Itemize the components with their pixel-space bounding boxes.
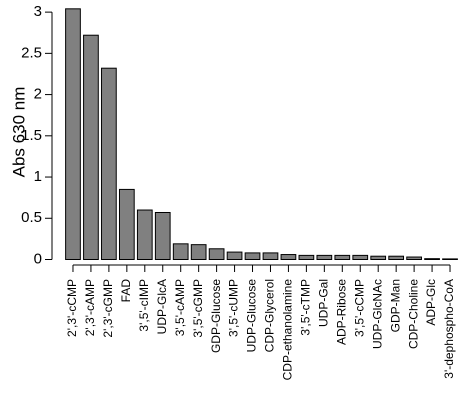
bar (83, 34, 99, 261)
y-tick-label: 0.5 (21, 209, 42, 226)
bar (334, 254, 351, 260)
category-label: 3',5'-cCMP (352, 279, 366, 337)
bar (262, 252, 279, 260)
category-label: 3',5'-cTMP (299, 279, 313, 336)
category-label: FAD (119, 279, 133, 303)
category-label: GDP-Man (388, 279, 402, 332)
bar (208, 248, 225, 261)
category-label: 2',3'-cCMP (65, 279, 79, 337)
bar (316, 254, 333, 260)
category-label: 3',5'-cGMP (191, 279, 205, 338)
category-label: 2',3'-cAMP (83, 279, 97, 336)
category-label: 3'-dephospho-CoA (442, 279, 456, 379)
category-label: CDP-Glycerol (263, 279, 277, 352)
category-label: 2',3'-cGMP (101, 279, 115, 338)
y-tick-label: 2.5 (21, 44, 42, 61)
bars (65, 8, 458, 261)
bar (226, 251, 243, 261)
y-tick-label: 1.5 (21, 127, 42, 144)
bar (388, 255, 405, 260)
category-label: 3',5'-cUMP (227, 279, 241, 337)
category-label: 3',5'-cIMP (137, 279, 151, 332)
bar (101, 67, 117, 260)
bar (118, 188, 135, 260)
category-label: GDP-Glucose (209, 279, 223, 353)
y-axis: 0 0.5 1 1.5 2 2.5 3 (21, 3, 53, 267)
y-tick-label: 3 (34, 3, 42, 20)
bar (280, 254, 297, 261)
y-tick-label: 0 (34, 250, 42, 267)
category-labels: 2',3'-cCMP 2',3'-cAMP 2',3'-cGMP FAD 3',5'-c… (65, 279, 456, 381)
x-axis (72, 264, 451, 272)
bar (190, 244, 207, 261)
bar (406, 256, 422, 260)
category-label: ADP-Ribose (334, 279, 348, 345)
category-label: CDP-ethanolamine (281, 279, 295, 381)
bar (370, 255, 387, 260)
category-label: UDP-Gal (317, 279, 331, 327)
y-tick-label: 2 (34, 86, 42, 103)
category-label: UDP-Glucose (245, 279, 259, 353)
category-label: UDP-GlcA (155, 279, 169, 334)
category-label: UDP-GlcNAc (370, 279, 384, 349)
y-axis-label: Abs 630 nm (9, 87, 28, 178)
bar (154, 211, 171, 261)
bar (352, 254, 369, 260)
category-label: 3',5'-cAMP (173, 279, 187, 336)
bar (442, 258, 458, 260)
bar (65, 8, 81, 261)
category-label: ADP-Glc (424, 279, 438, 326)
bar (298, 254, 315, 260)
bar (172, 243, 189, 261)
category-label: CDP-Choline (406, 279, 420, 349)
y-tick-label: 1 (34, 168, 42, 185)
bar (424, 258, 440, 261)
bar (136, 209, 153, 261)
bar (244, 252, 261, 260)
